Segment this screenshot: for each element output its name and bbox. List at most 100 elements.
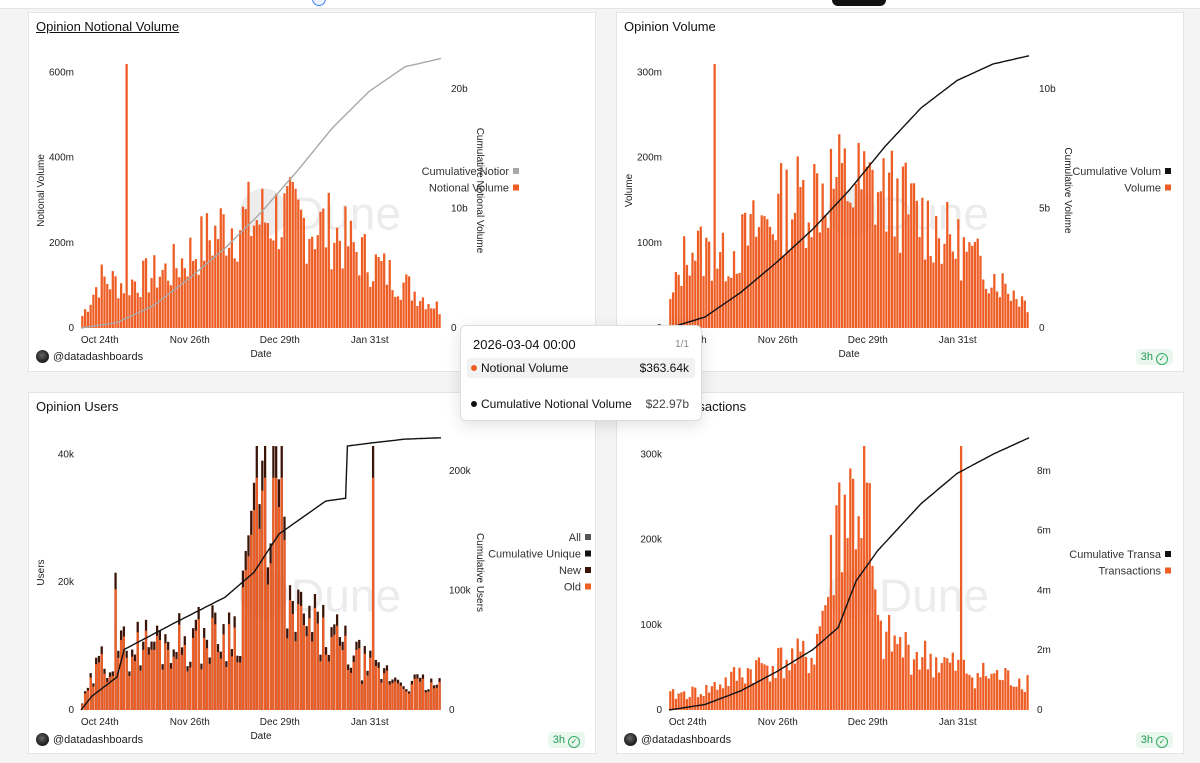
bar-old: [399, 685, 402, 710]
x-tick-label: Jan 31st: [939, 335, 977, 346]
bar-old: [319, 661, 322, 710]
y2-tick-label: 5b: [1039, 203, 1051, 214]
bar: [860, 189, 863, 328]
banner-action-button[interactable]: [832, 0, 886, 6]
bar: [111, 271, 114, 328]
bar: [857, 516, 860, 710]
y-tick-label: 0: [68, 705, 74, 716]
bar-old: [311, 641, 314, 710]
bar: [951, 652, 954, 710]
bar: [923, 640, 927, 710]
x-tick-label: Nov 26th: [758, 335, 798, 346]
bar: [829, 148, 833, 328]
bar: [796, 638, 799, 710]
bar-old: [191, 637, 195, 710]
bar: [752, 682, 755, 710]
owner-handle[interactable]: @datadashboards: [53, 351, 144, 363]
bar-old: [283, 539, 286, 710]
bar: [92, 294, 95, 328]
bar: [106, 283, 109, 328]
bar: [815, 633, 819, 710]
bar: [821, 610, 824, 710]
bar-old: [407, 693, 411, 710]
check-icon: ✓: [568, 736, 580, 748]
bar: [391, 290, 394, 328]
bar: [799, 187, 802, 328]
bar-old: [214, 624, 217, 710]
bar-old: [161, 669, 164, 710]
bar: [984, 288, 988, 328]
transactions-chart: Dune 0 100k 200k 300k 0 2m 4m 6m 8m Oct 24th Nov 26…: [640, 437, 1171, 728]
bar: [266, 223, 270, 328]
bar-old: [189, 667, 192, 710]
bar: [705, 237, 708, 328]
bar: [241, 206, 245, 328]
x-axis-label: Date: [250, 349, 272, 360]
bar: [849, 468, 852, 710]
bar: [1018, 306, 1021, 328]
chart-title[interactable]: Opinion Users: [36, 399, 119, 414]
bar: [993, 273, 996, 328]
bar: [413, 291, 416, 328]
bar-old: [111, 676, 114, 710]
bar-old: [322, 617, 325, 710]
y-tick-label: 400m: [49, 153, 74, 164]
bar: [1026, 312, 1029, 328]
bar-old: [347, 669, 350, 710]
bar: [882, 658, 885, 710]
x-tick-label: Dec 29th: [260, 335, 300, 346]
bar: [984, 676, 988, 710]
bar: [788, 670, 791, 710]
bar-old: [183, 645, 186, 710]
tooltip-date: 2026-03-04 00:00: [473, 337, 576, 352]
bar-old: [405, 691, 408, 710]
bar-old: [269, 563, 272, 710]
bar: [716, 268, 719, 328]
bar: [840, 572, 844, 710]
bar: [383, 253, 386, 328]
bar-old: [172, 656, 175, 710]
bar: [316, 235, 319, 328]
bar: [333, 242, 336, 328]
bar-series: [669, 64, 1029, 328]
bar: [125, 64, 128, 328]
top-notification-bar: [0, 0, 1200, 9]
bar: [926, 669, 930, 710]
bar-old: [275, 477, 278, 710]
bar-old: [410, 684, 414, 710]
bar: [982, 662, 985, 710]
bar: [876, 614, 880, 710]
x-tick-label: Jan 31st: [351, 717, 389, 728]
legend-swatch: [585, 583, 591, 590]
bar: [707, 241, 711, 328]
bar-old: [197, 619, 200, 710]
bar: [921, 657, 924, 710]
bar: [937, 238, 941, 328]
bar: [286, 186, 289, 328]
bar: [688, 275, 691, 328]
bar: [402, 282, 405, 328]
owner-handle[interactable]: @datadashboards: [641, 734, 732, 746]
bar: [169, 285, 173, 328]
chart-title[interactable]: Opinion Notional Volume: [36, 19, 180, 34]
bar-old: [122, 636, 126, 710]
bar: [371, 281, 375, 328]
chart-title[interactable]: Opinion Volume: [624, 19, 716, 34]
bar: [108, 289, 112, 328]
bar-old: [117, 657, 120, 710]
owner-handle[interactable]: @datadashboards: [53, 734, 144, 746]
bar: [777, 648, 780, 710]
bar: [133, 281, 137, 328]
x-tick-label: Dec 29th: [848, 335, 888, 346]
bar-old: [299, 606, 303, 710]
bar-old: [266, 584, 270, 710]
bar: [887, 614, 891, 710]
bar-old: [327, 661, 330, 710]
bar: [713, 64, 716, 328]
bar-old: [97, 662, 101, 710]
bar: [89, 304, 92, 328]
bar: [313, 249, 317, 328]
cumulative-line: [668, 55, 1030, 329]
bar-old: [142, 649, 145, 710]
bar-old: [155, 635, 159, 710]
